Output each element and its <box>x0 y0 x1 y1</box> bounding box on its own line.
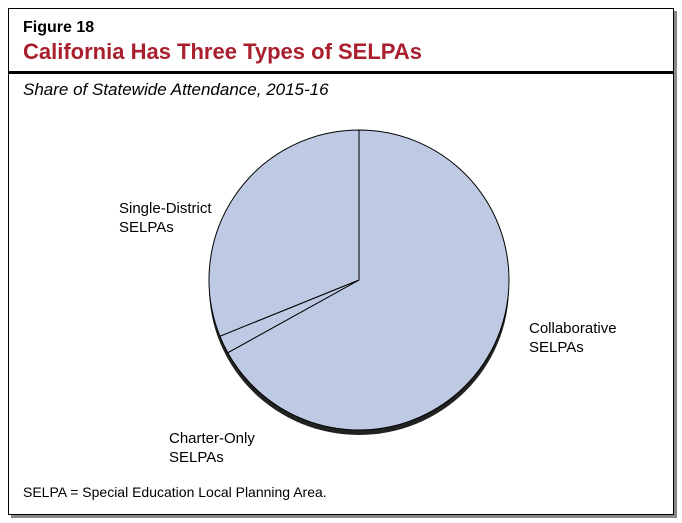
figure-subtitle: Share of Statewide Attendance, 2015-16 <box>9 74 673 100</box>
label-single-2: SELPAs <box>119 219 174 236</box>
label-collaborative-2: SELPAs <box>529 339 584 356</box>
footnote: SELPA = Special Education Local Planning… <box>23 484 327 500</box>
label-collaborative: Collaborative SELPAs <box>529 320 617 358</box>
figure-frame: Figure 18 California Has Three Types of … <box>8 8 674 515</box>
pie-slices <box>209 130 509 430</box>
label-charter-2: SELPAs <box>169 449 224 466</box>
label-single-1: Single-District <box>119 200 212 217</box>
label-charter-only: Charter-Only SELPAs <box>169 430 255 468</box>
figure-title: California Has Three Types of SELPAs <box>9 39 673 71</box>
pie-chart <box>199 120 529 450</box>
label-collaborative-1: Collaborative <box>529 320 617 337</box>
chart-area: Collaborative SELPAs Charter-Only SELPAs… <box>9 100 673 470</box>
label-charter-1: Charter-Only <box>169 430 255 447</box>
figure-number: Figure 18 <box>9 9 673 39</box>
label-single-district: Single-District SELPAs <box>119 200 212 238</box>
